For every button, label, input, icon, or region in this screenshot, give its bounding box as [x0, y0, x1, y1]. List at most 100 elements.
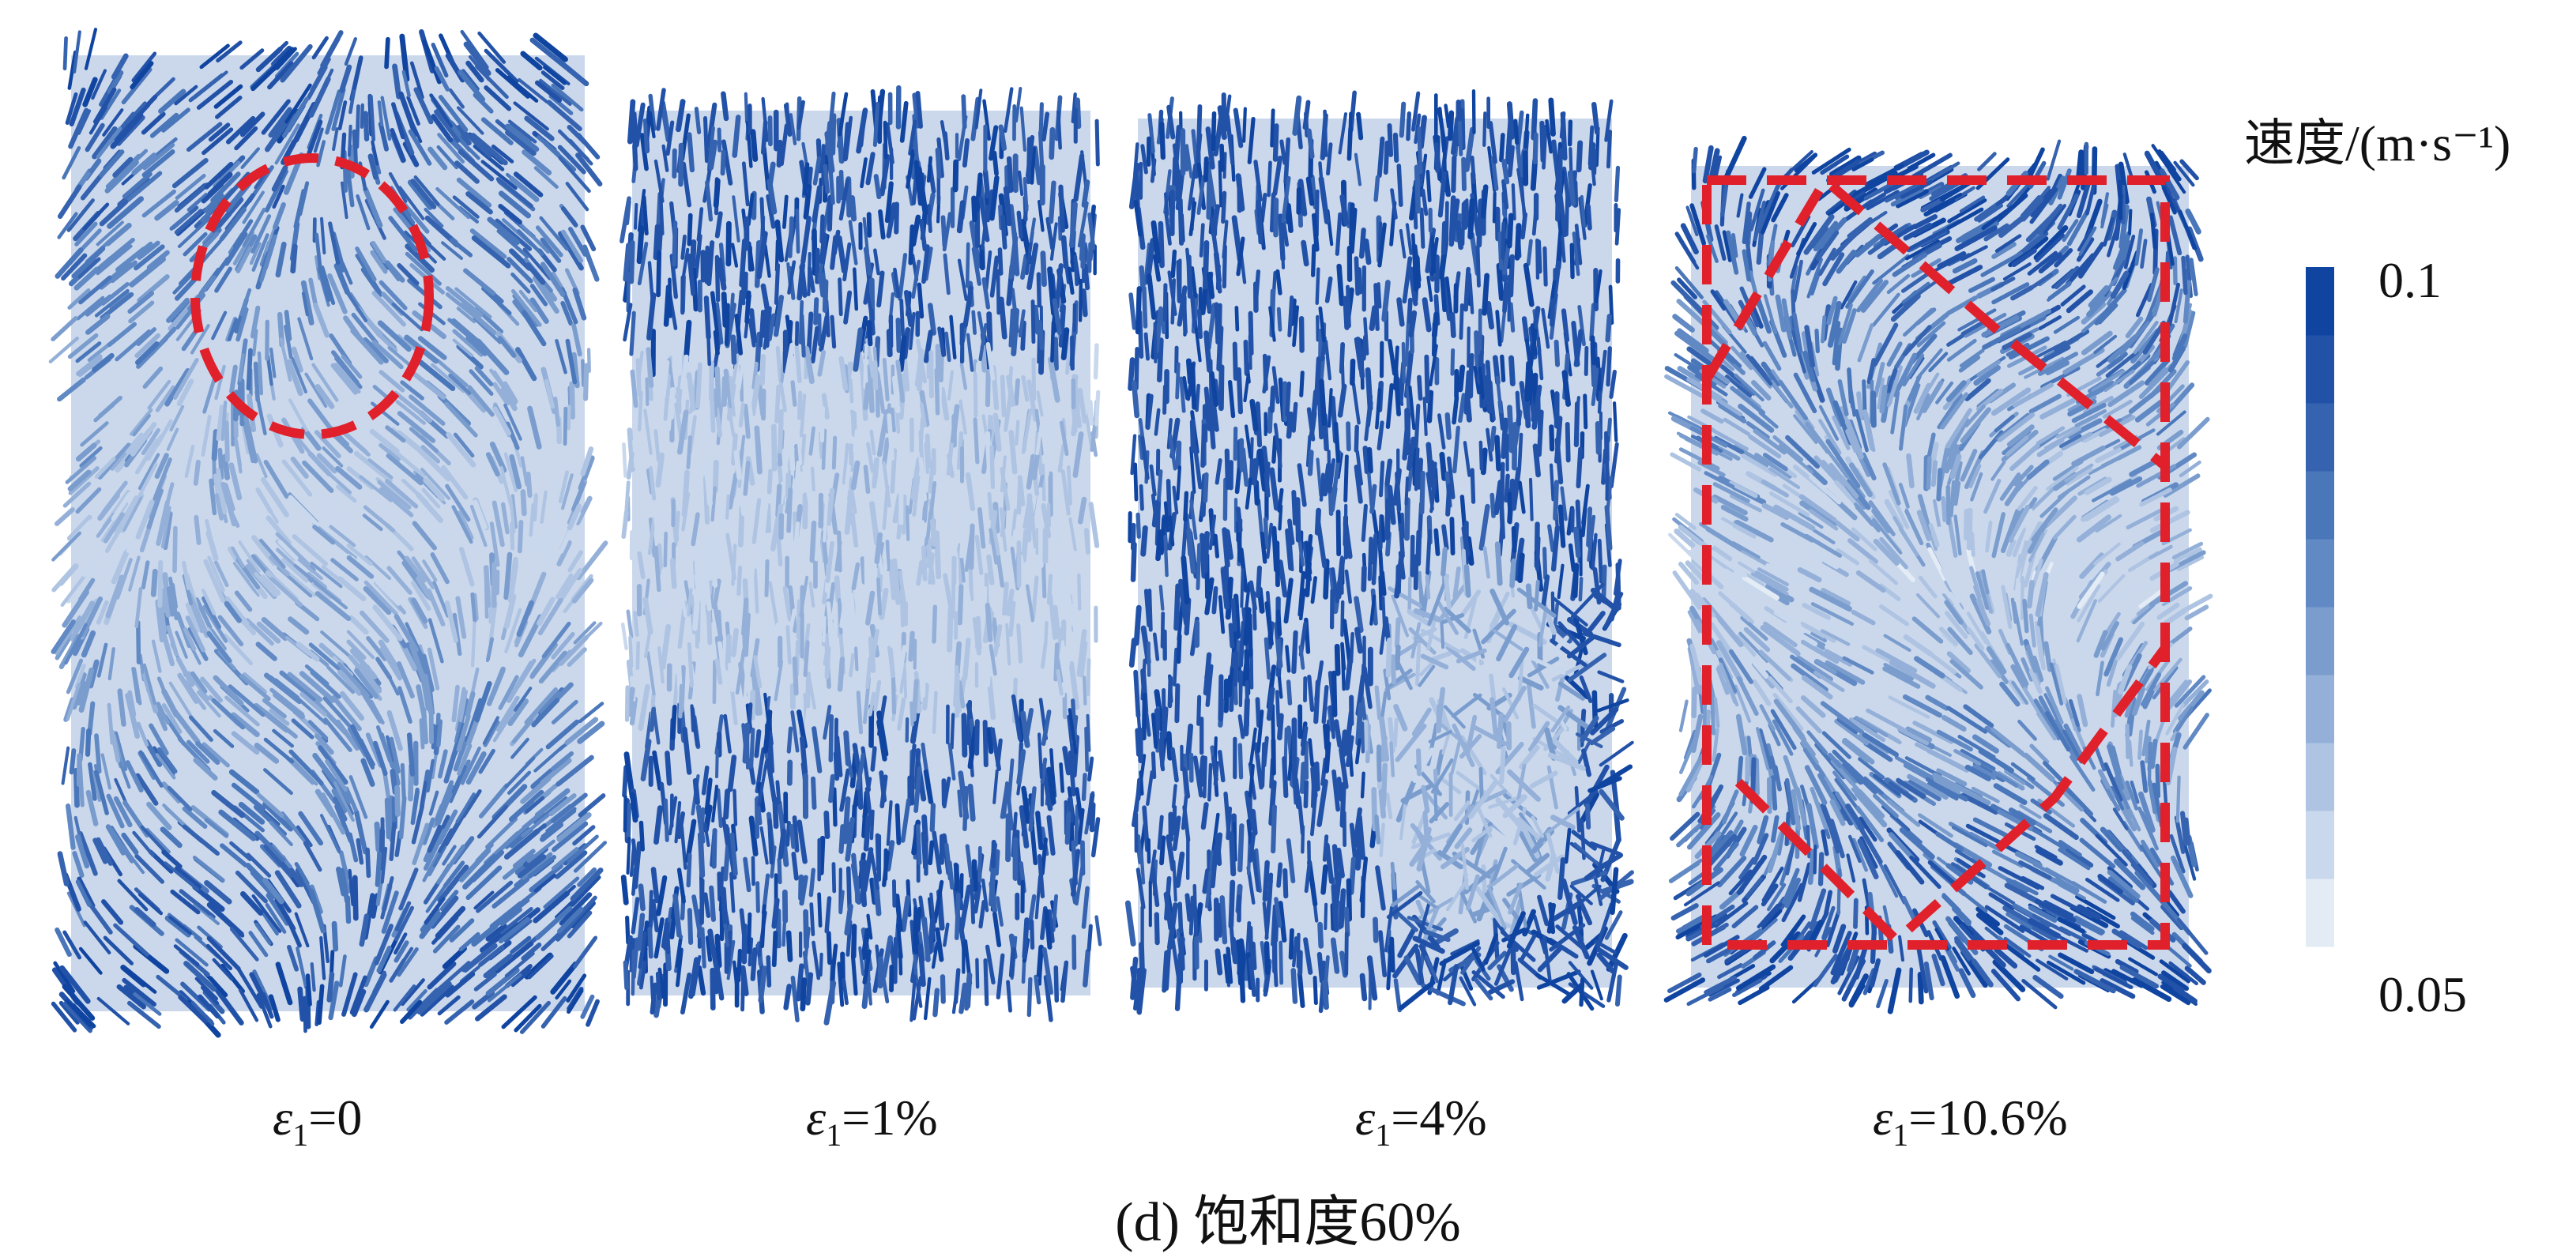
velocity-arrow — [1392, 657, 1394, 682]
velocity-arrow — [693, 242, 694, 265]
velocity-arrow — [1269, 163, 1271, 195]
velocity-arrow — [862, 861, 864, 900]
velocity-arrow — [791, 446, 793, 469]
velocity-arrow — [1080, 280, 1081, 320]
velocity-arrow — [814, 231, 815, 273]
velocity-arrow — [739, 567, 740, 593]
velocity-arrow — [293, 247, 296, 271]
velocity-arrow — [1429, 445, 1432, 484]
velocity-arrow — [1083, 775, 1084, 799]
velocity-arrow — [1128, 903, 1133, 943]
velocity-arrow — [789, 933, 790, 960]
velocity-arrow — [647, 379, 648, 405]
velocity-arrow — [1497, 438, 1499, 469]
velocity-arrow — [1560, 860, 1563, 898]
velocity-arrow — [895, 939, 896, 981]
velocity-arrow — [627, 917, 628, 943]
velocity-arrow — [196, 462, 198, 484]
velocity-arrow — [1246, 342, 1247, 374]
velocity-arrow — [1364, 568, 1365, 589]
velocity-arrow — [1501, 135, 1503, 160]
velocity-arrow — [799, 393, 800, 418]
velocity-arrow — [877, 835, 878, 869]
velocity-arrow — [850, 655, 853, 676]
velocity-arrow — [1581, 980, 1583, 1005]
velocity-arrow — [731, 295, 733, 322]
velocity-arrow — [798, 601, 799, 637]
velocity-arrow — [1492, 495, 1493, 517]
velocity-arrow — [585, 247, 597, 280]
velocity-arrow — [628, 273, 629, 310]
velocity-arrow — [727, 496, 729, 518]
velocity-arrow — [766, 561, 767, 595]
velocity-arrow — [1520, 555, 1523, 581]
velocity-arrow — [1618, 977, 1620, 1004]
velocity-arrow — [847, 906, 851, 933]
velocity-arrow — [1074, 305, 1075, 331]
velocity-arrow — [1262, 533, 1265, 561]
velocity-arrow — [850, 380, 852, 401]
velocity-arrow — [894, 378, 898, 411]
velocity-arrow — [1472, 470, 1473, 502]
velocity-arrow — [1427, 577, 1429, 597]
velocity-arrow — [825, 166, 827, 191]
velocity-arrow — [966, 977, 969, 1008]
velocity-arrow — [1568, 424, 1569, 461]
velocity-arrow — [1583, 509, 1585, 535]
velocity-arrow — [1382, 517, 1384, 541]
velocity-arrow — [719, 536, 721, 565]
velocity-arrow — [964, 716, 965, 755]
velocity-arrow — [1016, 421, 1018, 443]
velocity-arrow — [866, 551, 867, 594]
velocity-arrow — [1395, 720, 1396, 746]
velocity-arrow — [1588, 206, 1590, 228]
velocity-arrow — [1346, 299, 1347, 328]
velocity-arrow — [628, 838, 630, 873]
velocity-arrow — [753, 950, 755, 979]
velocity-arrow — [1333, 940, 1337, 972]
velocity-arrow — [1428, 171, 1429, 200]
velocity-arrow — [806, 912, 807, 947]
velocity-arrow — [719, 874, 720, 899]
velocity-arrow — [1289, 414, 1290, 436]
velocity-arrow — [641, 822, 642, 849]
velocity-arrow — [734, 791, 735, 825]
velocity-arrow — [319, 986, 322, 1022]
velocity-arrow — [989, 557, 992, 583]
velocity-arrow — [1064, 330, 1067, 358]
velocity-arrow — [1511, 304, 1513, 330]
velocity-arrow — [1346, 457, 1347, 501]
velocity-arrow — [1141, 486, 1142, 509]
velocity-arrow — [652, 709, 654, 730]
velocity-arrow — [797, 210, 798, 251]
velocity-arrow — [1520, 435, 1521, 468]
velocity-arrow — [1365, 448, 1367, 472]
velocity-arrow — [706, 894, 709, 916]
velocity-arrow — [1214, 589, 1215, 612]
velocity-arrow — [1301, 318, 1302, 350]
velocity-arrow — [914, 363, 916, 394]
velocity-arrow — [724, 378, 725, 404]
velocity-arrow — [996, 852, 998, 874]
velocity-arrow — [1534, 101, 1535, 138]
velocity-arrow — [938, 150, 940, 177]
velocity-arrow — [918, 826, 920, 863]
velocity-arrow — [934, 607, 935, 642]
velocity-arrow — [918, 93, 921, 126]
velocity-arrow — [1136, 780, 1139, 811]
velocity-arrow — [1450, 113, 1452, 138]
velocity-arrow — [1231, 883, 1233, 926]
velocity-arrow — [1481, 442, 1482, 469]
velocity-arrow — [1169, 734, 1170, 758]
velocity-arrow — [978, 619, 980, 648]
velocity-arrow — [371, 96, 373, 140]
velocity-arrow — [907, 507, 908, 540]
velocity-arrow — [821, 954, 822, 975]
velocity-arrow — [784, 197, 786, 228]
velocity-arrow — [753, 132, 755, 160]
velocity-arrow — [669, 280, 670, 317]
velocity-arrow — [1392, 939, 1393, 970]
velocity-arrow — [717, 936, 719, 965]
velocity-arrow — [967, 244, 968, 286]
velocity-arrow — [695, 602, 698, 628]
